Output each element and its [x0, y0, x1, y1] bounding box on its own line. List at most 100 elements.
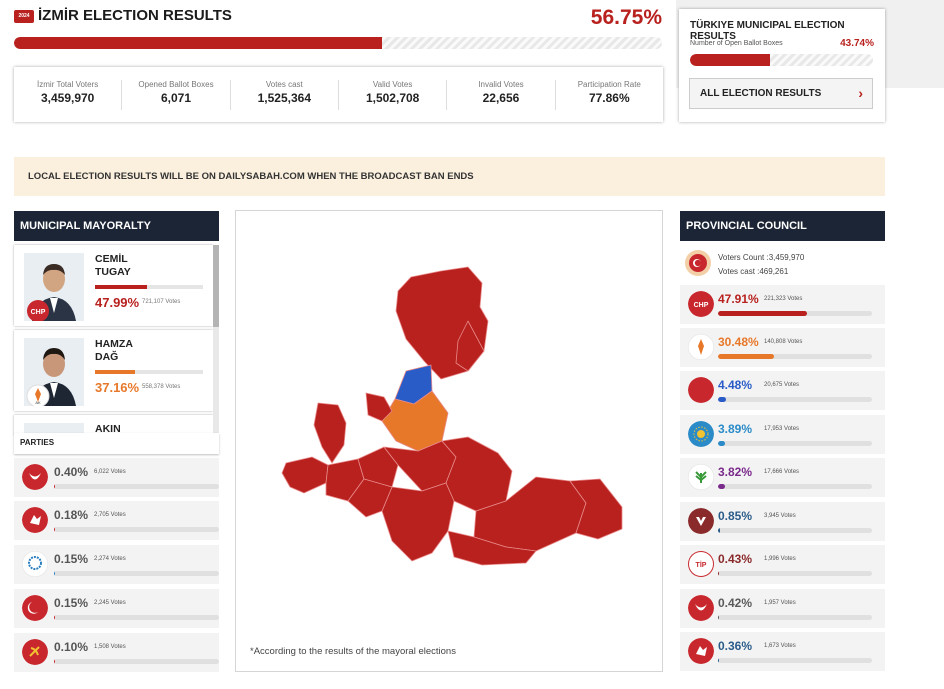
party-percent: 0.40%	[54, 465, 89, 479]
stat-label: Participation Rate	[577, 79, 641, 89]
party-row[interactable]: 0.40% 6,022 Votes	[14, 458, 219, 497]
turkiye-progress-bar	[690, 54, 873, 66]
council-share-fill	[718, 615, 720, 620]
svg-text:TİP: TİP	[696, 561, 707, 569]
party-share-fill	[54, 615, 56, 620]
mayoralty-scrollbar-thumb[interactable]	[213, 245, 219, 327]
district-karaburun-chp[interactable]	[281, 456, 329, 494]
turkiye-title: TÜRKIYE MUNICIPAL ELECTION RESULTS	[690, 20, 845, 42]
party-row[interactable]: 0.18% 2,705 Votes	[14, 501, 219, 540]
dp-logo-icon	[22, 507, 48, 533]
stat-label: Votes cast	[265, 79, 303, 89]
council-row[interactable]: 0.36% 1,673 Votes	[680, 632, 885, 671]
council-row[interactable]: CHP 47.91% 221,323 Votes	[680, 285, 885, 324]
svg-text:AK: AK	[35, 400, 41, 405]
stat-value: 77.86%	[588, 90, 630, 105]
provincial-council-heading: PROVINCIAL COUNCIL	[680, 211, 885, 241]
candidate-photo-avatar: AK	[24, 338, 84, 406]
candidate-first-name: AKIN	[95, 423, 121, 435]
council-share-fill	[718, 658, 720, 663]
party-row[interactable]: 0.10% 1,508 Votes	[14, 633, 219, 672]
council-share-fill	[718, 441, 726, 446]
dp-logo-icon	[688, 638, 714, 664]
candidate-card-tugay[interactable]: CHP CEMİL TUGAY 47.99% 721,107 Votes	[14, 245, 213, 326]
party-row[interactable]: 0.15% 2,274 Votes	[14, 545, 219, 584]
council-share-bar	[718, 658, 872, 663]
candidate-percent: 37.16%	[95, 380, 140, 395]
party-share-fill	[54, 484, 56, 489]
district-urla-chp[interactable]	[357, 446, 399, 488]
party-share-bar	[54, 571, 219, 576]
district-peninsula-chp[interactable]	[313, 402, 347, 464]
party-share-bar	[54, 615, 219, 620]
council-percent: 0.36%	[718, 639, 753, 653]
stat-valid-votes: Valid Votes 1,502,708	[339, 79, 448, 110]
council-row[interactable]: 3.89% 17,953 Votes	[680, 415, 885, 454]
council-percent: 0.85%	[718, 509, 753, 523]
council-row[interactable]: 0.42% 1,957 Votes	[680, 589, 885, 628]
stat-value: 6,071	[160, 90, 191, 105]
candidate-card-akin[interactable]: AKIN	[14, 415, 213, 435]
council-share-fill	[718, 571, 720, 576]
parties-heading: PARTIES	[14, 433, 219, 454]
district-south-chp[interactable]	[381, 482, 455, 562]
council-row[interactable]: TİP 0.43% 1,996 Votes	[680, 545, 885, 584]
map-footnote: *According to the results of the mayoral…	[250, 646, 456, 657]
council-share-bar	[718, 528, 872, 533]
party-percent: 0.18%	[54, 508, 89, 522]
party-row[interactable]: 0.15% 2,245 Votes	[14, 589, 219, 628]
candidate-card-dag[interactable]: AK HAMZA DAĞ 37.16% 558,378 Votes	[14, 330, 213, 411]
stat-opened-boxes: Opened Ballot Boxes 6,071	[122, 79, 231, 110]
turkiye-progress-fill	[690, 54, 771, 66]
council-percent: 3.82%	[718, 465, 753, 479]
stat-value: 1,525,364	[257, 90, 312, 105]
council-row[interactable]: 0.85% 3,945 Votes	[680, 502, 885, 541]
district-northeast-chp[interactable]	[455, 320, 485, 372]
district-farsouth-chp[interactable]	[447, 530, 537, 566]
party-share-fill	[54, 527, 56, 532]
turkiye-results-card: TÜRKIYE MUNICIPAL ELECTION RESULTS Numbe…	[679, 9, 885, 122]
turkey-flag-icon	[685, 250, 711, 276]
party-votes: 2,245 Votes	[94, 600, 126, 606]
council-votes: 140,808 Votes	[764, 339, 803, 345]
main-progress-fill	[14, 37, 382, 49]
izmir-district-map: *According to the results of the mayoral…	[235, 210, 663, 672]
party-share-bar	[54, 527, 219, 532]
mayoralty-heading: MUNICIPAL MAYORALTY	[14, 211, 219, 241]
party-votes: 2,705 Votes	[94, 512, 126, 518]
stat-invalid-votes: Invalid Votes 22,656	[447, 79, 556, 110]
council-votes: 221,323 Votes	[764, 296, 803, 302]
council-row[interactable]: 30.48% 140,808 Votes	[680, 328, 885, 367]
candidate-first-name: HAMZA	[95, 338, 133, 350]
stat-value: 3,459,970	[40, 90, 95, 105]
council-share-bar	[718, 397, 872, 402]
district-west-chp[interactable]	[365, 392, 393, 422]
council-row[interactable]: 3.82% 17,666 Votes	[680, 458, 885, 497]
opened-boxes-percent: 56.75%	[590, 6, 662, 29]
stat-value: 22,656	[482, 90, 520, 105]
candidate-share-bar	[95, 285, 203, 289]
party-percent: 0.15%	[54, 552, 89, 566]
all-election-results-button[interactable]: ALL ELECTION RESULTS ›	[689, 78, 873, 109]
stats-strip: İzmir Total Voters 3,459,970 Opened Ball…	[14, 67, 663, 122]
svg-text:CHP: CHP	[31, 309, 46, 316]
council-votes-cast: Votes cast :469,261	[718, 267, 789, 276]
council-row[interactable]: 4.48% 20,675 Votes	[680, 371, 885, 410]
chevron-right-icon: ›	[858, 85, 863, 101]
candidate-votes: 558,378 Votes	[142, 384, 181, 390]
ak-parti-logo-icon	[688, 334, 714, 360]
candidate-share-fill	[95, 370, 136, 374]
district-fareast-chp[interactable]	[569, 478, 623, 540]
council-percent: 47.91%	[718, 292, 759, 306]
broadcast-ban-notice: LOCAL ELECTION RESULTS WILL BE ON DAILYS…	[14, 157, 885, 196]
council-percent: 4.48%	[718, 378, 753, 392]
gelecek-logo-icon	[22, 551, 48, 577]
council-votes: 3,945 Votes	[764, 513, 796, 519]
council-votes: 17,666 Votes	[764, 469, 800, 475]
party-votes: 2,274 Votes	[94, 556, 126, 562]
district-southwest-chp[interactable]	[347, 478, 393, 518]
stat-label: Opened Ballot Boxes	[138, 79, 214, 89]
stat-votes-cast: Votes cast 1,525,364	[231, 79, 339, 110]
mayoralty-scrollbar-track[interactable]	[213, 327, 219, 437]
